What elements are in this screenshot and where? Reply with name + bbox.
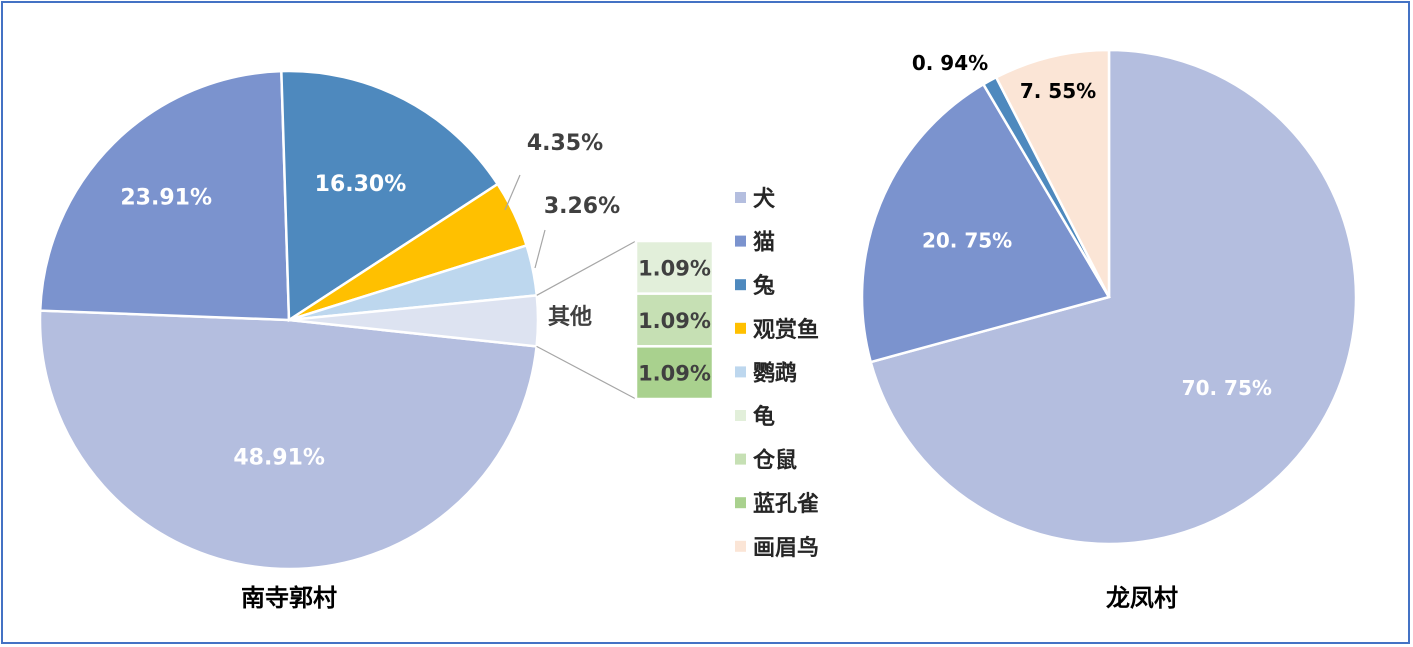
breakout-connector-top bbox=[536, 240, 637, 296]
pie1-slice-1 bbox=[38, 69, 291, 322]
legend-swatch-2 bbox=[735, 279, 746, 291]
pie2-data-label-3: 7. 55% bbox=[1020, 79, 1096, 103]
pie-chart-nansiguo: 48.91% 23.91% 16.30% 4.35% 3.26% 其他 bbox=[38, 69, 620, 571]
pie1-slice-2 bbox=[280, 69, 500, 323]
other-breakout-bar: 1.09% 1.09% 1.09% bbox=[536, 239, 715, 401]
legend-label-2: 兔 bbox=[753, 273, 775, 299]
pie-chart-longfeng: 70. 75% 20. 75% 0. 94% 7. 55% bbox=[860, 48, 1358, 546]
pie2-data-label-0: 70. 75% bbox=[1182, 376, 1272, 400]
legend-swatch-5 bbox=[735, 410, 746, 421]
pie1-data-label-4: 3.26% bbox=[544, 194, 620, 219]
pie2-data-label-2: 0. 94% bbox=[912, 51, 988, 75]
breakout-segment-2 bbox=[634, 345, 715, 401]
pie1-data-label-2: 16.30% bbox=[315, 172, 407, 197]
chart-title-longfeng: 龙凤村 bbox=[1106, 584, 1178, 612]
legend-label-0: 犬 bbox=[753, 187, 776, 212]
legend-label-8: 画眉鸟 bbox=[753, 535, 819, 561]
legend-label-4: 鹦鹉 bbox=[752, 360, 797, 386]
legend-label-7: 蓝孔雀 bbox=[753, 492, 819, 517]
pie1-data-label-0: 48.91% bbox=[233, 446, 325, 471]
pie1-data-label-5: 其他 bbox=[548, 305, 592, 330]
legend-label-5: 龟 bbox=[753, 404, 775, 430]
chart-title-nansiguo: 南寺郭村 bbox=[241, 584, 337, 612]
legend-swatch-3 bbox=[735, 322, 746, 334]
legend-label-1: 猫 bbox=[753, 231, 775, 256]
pie1-slice-5 bbox=[288, 293, 540, 348]
pie1-leader-4 bbox=[534, 229, 546, 269]
pie2-slice-3 bbox=[994, 48, 1111, 298]
pie1-slice-0 bbox=[38, 309, 538, 571]
pie1-data-label-3: 4.35% bbox=[527, 131, 603, 156]
legend-swatch-4 bbox=[735, 366, 746, 378]
legend-swatch-0 bbox=[735, 192, 746, 203]
legend-label-3: 观赏鱼 bbox=[753, 317, 819, 343]
breakout-data-label-1: 1.09% bbox=[638, 309, 711, 333]
legend-swatch-1 bbox=[735, 235, 746, 247]
breakout-connector-bottom bbox=[536, 345, 637, 400]
pie2-data-label-1: 20. 75% bbox=[922, 228, 1012, 252]
legend-swatch-7 bbox=[735, 497, 746, 509]
legend-label-6: 仓鼠 bbox=[752, 448, 797, 474]
breakout-data-label-2: 1.09% bbox=[638, 362, 711, 386]
pie1-leader-3 bbox=[504, 174, 521, 211]
pie2-slice-1 bbox=[860, 82, 1111, 364]
legend-swatch-8 bbox=[735, 540, 746, 552]
pie1-data-label-1: 23.91% bbox=[120, 185, 212, 210]
pie2-slice-0 bbox=[869, 48, 1358, 546]
breakout-data-label-0: 1.09% bbox=[638, 256, 711, 280]
legend-swatch-6 bbox=[735, 453, 746, 465]
